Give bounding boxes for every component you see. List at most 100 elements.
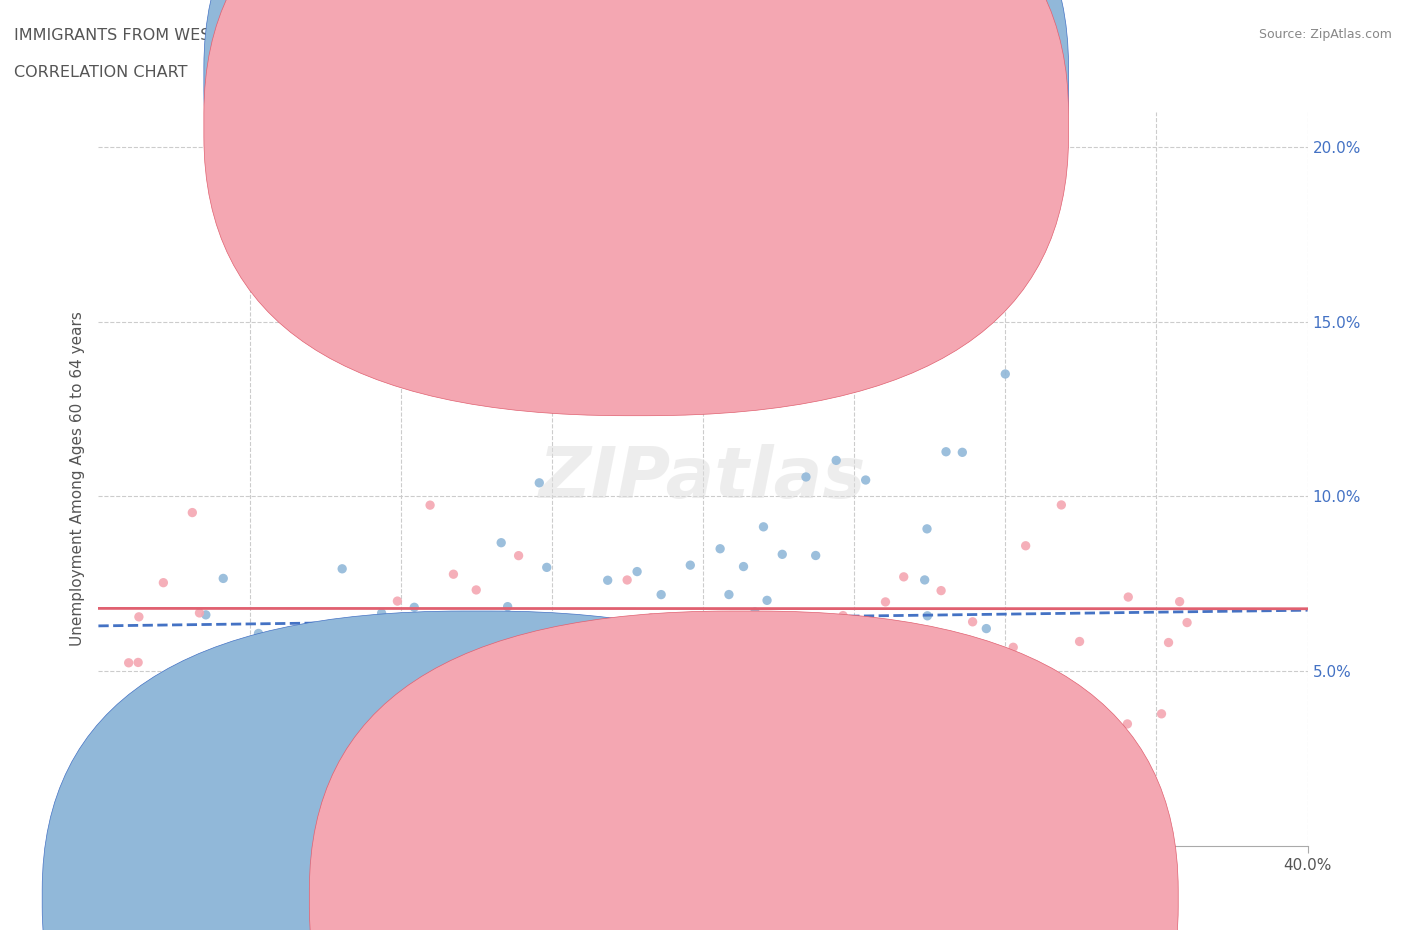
Point xyxy=(679,558,702,573)
Point xyxy=(190,739,212,754)
Point xyxy=(583,643,606,658)
Point xyxy=(815,636,838,651)
Point xyxy=(994,366,1017,381)
Point xyxy=(858,640,880,655)
Point xyxy=(471,697,494,711)
Point xyxy=(529,475,551,490)
Point xyxy=(461,655,484,670)
Point xyxy=(915,522,938,537)
Point xyxy=(756,593,779,608)
Point xyxy=(465,582,488,597)
Point xyxy=(375,701,398,716)
Point xyxy=(156,680,179,695)
Point xyxy=(496,599,519,614)
Point xyxy=(1150,707,1173,722)
Point xyxy=(744,604,766,619)
Point xyxy=(699,627,721,642)
Point xyxy=(330,562,353,577)
Point xyxy=(544,652,567,667)
Point xyxy=(453,644,475,659)
Point xyxy=(118,656,141,671)
Point xyxy=(855,472,877,487)
Point xyxy=(404,600,426,615)
Point xyxy=(508,548,530,563)
Point xyxy=(419,498,441,512)
Point xyxy=(155,709,177,724)
Point xyxy=(496,703,519,718)
Text: R = -0.005   N = 45: R = -0.005 N = 45 xyxy=(654,116,844,134)
Point xyxy=(288,719,311,734)
Point xyxy=(605,617,627,631)
Text: Immigrants from Western Africa: Immigrants from Western Africa xyxy=(499,891,744,906)
Point xyxy=(1175,615,1198,630)
Point xyxy=(309,634,332,649)
Point xyxy=(962,615,984,630)
Text: Source: ZipAtlas.com: Source: ZipAtlas.com xyxy=(1258,28,1392,41)
Point xyxy=(1069,634,1091,649)
Text: ZIPatlas: ZIPatlas xyxy=(540,445,866,513)
Point xyxy=(152,576,174,591)
Point xyxy=(733,559,755,574)
Point xyxy=(523,684,546,698)
Point xyxy=(441,566,464,581)
Point xyxy=(181,505,204,520)
Point xyxy=(779,681,801,696)
Point xyxy=(709,541,731,556)
Point xyxy=(1014,538,1036,553)
Point xyxy=(903,646,925,661)
Point xyxy=(451,636,474,651)
Point xyxy=(717,587,740,602)
Point xyxy=(832,608,855,623)
Point xyxy=(650,587,672,602)
Point xyxy=(198,675,221,690)
Point xyxy=(914,573,936,588)
Point xyxy=(976,621,998,636)
Point xyxy=(194,607,217,622)
Point xyxy=(396,617,419,631)
Point xyxy=(555,671,578,685)
Text: Immigrants from Europe: Immigrants from Europe xyxy=(766,891,953,906)
Point xyxy=(875,594,897,609)
Point xyxy=(188,605,211,620)
Point xyxy=(564,617,586,631)
Point xyxy=(893,569,915,584)
Point xyxy=(387,593,409,608)
Point xyxy=(626,565,648,579)
Point xyxy=(1050,498,1073,512)
Point xyxy=(1116,716,1139,731)
Text: R =  0.056   N = 60: R = 0.056 N = 60 xyxy=(654,70,844,87)
Point xyxy=(447,652,470,667)
Point xyxy=(583,619,606,634)
Point xyxy=(917,608,939,623)
Point xyxy=(381,722,404,737)
Point xyxy=(1157,635,1180,650)
Point xyxy=(127,655,149,670)
Y-axis label: Unemployment Among Ages 60 to 64 years: Unemployment Among Ages 60 to 64 years xyxy=(69,312,84,646)
Point xyxy=(963,667,986,682)
Point xyxy=(384,642,406,657)
Point xyxy=(522,693,544,708)
Point xyxy=(929,583,952,598)
Point xyxy=(200,690,222,705)
Text: IMMIGRANTS FROM WESTERN AFRICA VS IMMIGRANTS FROM EUROPE UNEMPLOYMENT AMONG AGES: IMMIGRANTS FROM WESTERN AFRICA VS IMMIGR… xyxy=(14,28,963,43)
Point xyxy=(616,573,638,588)
Point xyxy=(610,646,633,661)
Point xyxy=(803,688,825,703)
Point xyxy=(950,445,973,459)
Point xyxy=(354,653,377,668)
Point xyxy=(212,571,235,586)
Point xyxy=(770,547,793,562)
Point xyxy=(935,445,957,459)
Point xyxy=(585,625,607,640)
Point xyxy=(804,548,827,563)
Point xyxy=(596,573,619,588)
Point xyxy=(794,470,817,485)
Point xyxy=(247,626,270,641)
Point xyxy=(1002,640,1025,655)
Point xyxy=(1116,590,1139,604)
Point xyxy=(488,647,510,662)
Point xyxy=(825,453,848,468)
Point xyxy=(364,673,387,688)
Point xyxy=(536,560,558,575)
Point xyxy=(672,623,695,638)
